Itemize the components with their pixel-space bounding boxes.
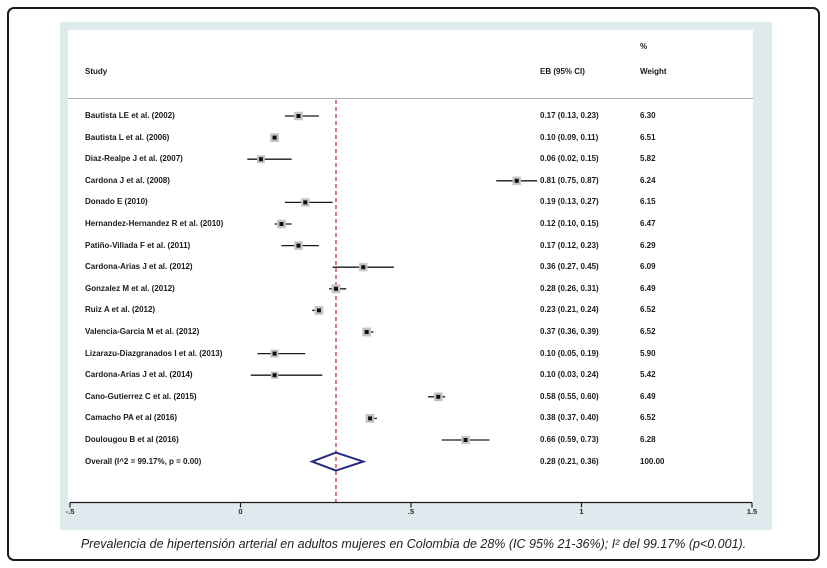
overall-weight-value: 100.00 bbox=[640, 456, 665, 466]
point-estimate-marker bbox=[272, 135, 277, 140]
weight-value: 6.15 bbox=[640, 197, 656, 207]
point-estimate-marker bbox=[303, 200, 308, 205]
weight-value: 6.49 bbox=[640, 391, 656, 401]
weight-value: 6.52 bbox=[640, 305, 656, 315]
x-axis-tick-label: 0 bbox=[238, 507, 243, 516]
effect-ci-value: 0.36 (0.27, 0.45) bbox=[540, 262, 599, 272]
point-estimate-marker bbox=[361, 265, 366, 270]
column-header-weight: Weight bbox=[640, 67, 667, 76]
x-axis-tick-label: 1 bbox=[579, 507, 584, 516]
point-estimate-marker bbox=[364, 330, 369, 334]
effect-ci-value: 0.10 (0.03, 0.24) bbox=[540, 370, 599, 380]
point-estimate-marker bbox=[436, 394, 441, 399]
effect-ci-value: 0.38 (0.37, 0.40) bbox=[540, 413, 599, 423]
study-label: Hernandez-Hernandez R et al. (2010) bbox=[85, 219, 224, 228]
weight-value: 6.24 bbox=[640, 175, 656, 185]
study-label: Gonzalez M et al. (2012) bbox=[85, 283, 175, 293]
effect-ci-value: 0.17 (0.13, 0.23) bbox=[540, 111, 599, 120]
weight-value: 6.29 bbox=[640, 240, 656, 250]
study-label: Ruiz A et al. (2012) bbox=[85, 305, 156, 315]
study-label: Cardona-Arias J et al. (2014) bbox=[85, 370, 193, 380]
point-estimate-marker bbox=[514, 178, 519, 183]
x-axis-tick-label: .5 bbox=[407, 507, 415, 516]
plot-area: Study EB (95% CI) % Weight Bautista LE e… bbox=[66, 30, 757, 516]
point-estimate-marker bbox=[272, 351, 277, 356]
study-label: Camacho PA et al (2016) bbox=[85, 413, 178, 423]
point-estimate-marker bbox=[258, 157, 263, 162]
overall-label: Overall (I^2 = 99.17%, p = 0.00) bbox=[85, 456, 202, 466]
point-estimate-marker bbox=[296, 243, 301, 248]
point-estimate-marker bbox=[333, 286, 338, 291]
study-label: Doulougou B et al (2016) bbox=[85, 435, 179, 444]
effect-ci-value: 0.12 (0.10, 0.15) bbox=[540, 219, 599, 228]
effect-ci-value: 0.37 (0.36, 0.39) bbox=[540, 327, 599, 336]
effect-ci-value: 0.28 (0.26, 0.31) bbox=[540, 283, 599, 293]
x-axis-tick-label: -.5 bbox=[65, 507, 75, 516]
overall-ci-value: 0.28 (0.21, 0.36) bbox=[540, 456, 599, 466]
weight-value: 6.52 bbox=[640, 327, 656, 336]
study-label: Donado E (2010) bbox=[85, 197, 148, 207]
x-axis-tick-label: 1.5 bbox=[746, 507, 758, 516]
effect-ci-value: 0.17 (0.12, 0.23) bbox=[540, 240, 599, 250]
header-divider bbox=[68, 98, 753, 99]
effect-ci-value: 0.81 (0.75, 0.87) bbox=[540, 175, 599, 185]
weight-value: 6.52 bbox=[640, 413, 656, 423]
weight-value: 6.09 bbox=[640, 262, 656, 272]
effect-ci-value: 0.06 (0.02, 0.15) bbox=[540, 154, 599, 164]
study-label: Diaz-Realpe J et al. (2007) bbox=[85, 154, 183, 164]
study-label: Bautista LE et al. (2002) bbox=[85, 111, 175, 120]
weight-value: 6.30 bbox=[640, 111, 656, 120]
column-header-study: Study bbox=[85, 67, 108, 76]
point-estimate-marker bbox=[296, 114, 301, 118]
study-label: Patiño-Villada F et al. (2011) bbox=[85, 240, 191, 250]
study-label: Cardona-Arias J et al. (2012) bbox=[85, 262, 193, 272]
effect-ci-value: 0.23 (0.21, 0.24) bbox=[540, 305, 599, 315]
effect-ci-value: 0.10 (0.09, 0.11) bbox=[540, 132, 599, 142]
figure-caption: Prevalencia de hipertensión arterial en … bbox=[80, 537, 747, 551]
weight-value: 5.42 bbox=[640, 370, 656, 380]
study-label: Cardona J et al. (2008) bbox=[85, 175, 170, 185]
weight-value: 6.51 bbox=[640, 132, 656, 142]
column-header-weight-percent: % bbox=[640, 42, 648, 51]
point-estimate-marker bbox=[368, 416, 373, 421]
column-header-effect: EB (95% CI) bbox=[540, 67, 585, 76]
weight-value: 5.82 bbox=[640, 154, 656, 164]
effect-ci-value: 0.58 (0.55, 0.60) bbox=[540, 391, 599, 401]
study-label: Valencia-Garcia M et al. (2012) bbox=[85, 327, 200, 336]
point-estimate-marker bbox=[279, 222, 284, 226]
overall-diamond bbox=[309, 451, 367, 472]
point-estimate-marker bbox=[316, 308, 321, 313]
point-estimate-marker bbox=[272, 373, 277, 378]
effect-ci-value: 0.66 (0.59, 0.73) bbox=[540, 435, 599, 444]
effect-ci-value: 0.10 (0.05, 0.19) bbox=[540, 348, 599, 358]
point-estimate-marker bbox=[463, 438, 468, 442]
weight-value: 6.47 bbox=[640, 219, 656, 228]
study-label: Cano-Gutierrez C et al. (2015) bbox=[85, 391, 197, 401]
weight-value: 5.90 bbox=[640, 348, 656, 358]
plot-panel: Study EB (95% CI) % Weight Bautista LE e… bbox=[60, 22, 772, 530]
study-label: Lizarazu-Diazgranados I et al. (2013) bbox=[85, 348, 223, 358]
weight-value: 6.49 bbox=[640, 283, 656, 293]
study-label: Bautista L et al. (2006) bbox=[85, 132, 170, 142]
forest-plot-canvas bbox=[69, 100, 753, 508]
effect-ci-value: 0.19 (0.13, 0.27) bbox=[540, 197, 599, 207]
weight-value: 6.28 bbox=[640, 435, 656, 444]
